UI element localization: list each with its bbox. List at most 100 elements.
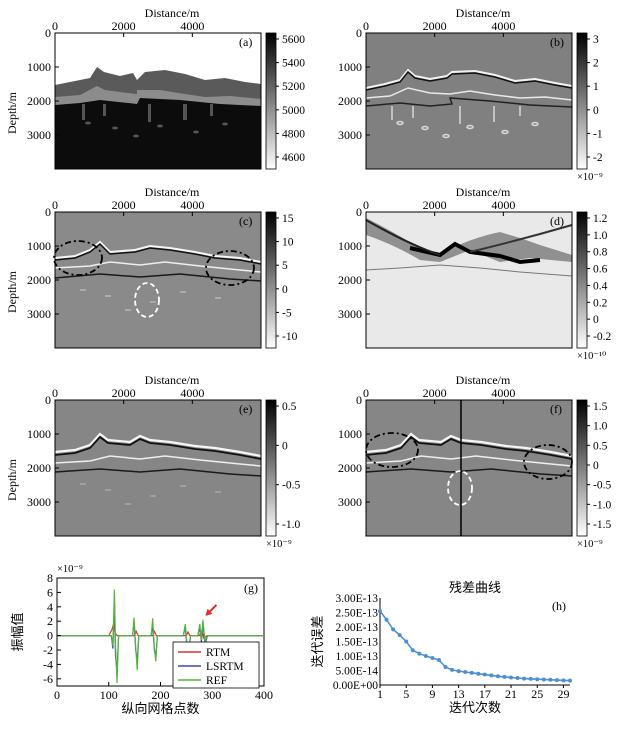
- chart-h-series-line: [379, 610, 571, 682]
- panel-a-cb-tick-label: 4800: [282, 128, 305, 140]
- panel-c-colorbar: [265, 211, 277, 349]
- panel-f-ytick-label: 2000: [338, 461, 362, 475]
- chart-g-ytick-label: 0: [47, 629, 53, 643]
- chart-h-point: [554, 678, 559, 683]
- panel-a-cb-tick-label: 5400: [282, 58, 305, 70]
- panel-a-colorbar: [265, 32, 277, 170]
- chart-h-point: [410, 648, 415, 653]
- chart-h-ytick-label: 5.00E-14: [336, 666, 379, 678]
- panel-d-ytick-label: 1000: [338, 239, 362, 253]
- panel-f-xtick-label: 4000: [491, 386, 515, 400]
- chart-g-ytick-label: -4: [43, 657, 53, 671]
- chart-h-ytick-label: 2.00E-13: [336, 622, 379, 634]
- chart-h-point: [476, 671, 481, 676]
- panel-e-ytick-label: 0: [45, 393, 51, 407]
- panel-c-xlabel: Distance/m: [145, 185, 200, 199]
- panel-c-label: (c): [239, 214, 252, 228]
- panel-e-cb-scale: ×10⁻⁹: [266, 539, 292, 550]
- panel-a-ylabel: Depth/m: [5, 91, 19, 134]
- panel-c-cb-tick-label: -5: [282, 307, 292, 319]
- chart-g-scale: ×10⁻⁹: [57, 564, 83, 575]
- panel-e-xtick-label: 0: [52, 386, 58, 400]
- panel-f-cb-tick-label: 1.5: [593, 401, 608, 413]
- panel-e-cb-tick-label: -0.5: [282, 480, 300, 492]
- panel-f-cb-tick-label: 1.0: [593, 421, 608, 433]
- chart-g-legend-label: LSRTM: [206, 661, 244, 673]
- panel-a-ytick-label: 0: [45, 26, 51, 40]
- chart-h-point: [482, 672, 487, 677]
- chart-h-xtick-label: 1: [377, 687, 383, 701]
- panel-d-xtick-label: 0: [363, 198, 369, 212]
- chart-g-xtick-label: 400: [255, 688, 273, 702]
- chart-g-legend-label: RTM: [206, 647, 230, 659]
- panel-f-colorbar: [576, 399, 588, 537]
- panel-e-xtick-label: 2000: [112, 386, 136, 400]
- panel-a-cb-tick-label: 5600: [282, 34, 305, 46]
- chart-h-point: [384, 617, 389, 622]
- panel-a-xlabel: Distance/m: [145, 6, 200, 20]
- chart-h-point: [469, 670, 474, 675]
- panel-a-xtick-label: 2000: [112, 19, 136, 33]
- chart-h-point: [456, 669, 461, 674]
- chart-h-xlabel: 迭代次数: [449, 700, 501, 715]
- chart-g-xtick-label: 0: [54, 688, 60, 702]
- chart-h: 残差曲线 3.00E-13 2.50E-13 2.00E-13 1.50E-13 1.00…: [310, 580, 572, 715]
- panel-e-ytick-label: 1000: [27, 427, 51, 441]
- chart-h-xtick-label: 9: [429, 687, 435, 701]
- panel-d-label: (d): [550, 214, 564, 228]
- chart-h-point: [443, 665, 448, 670]
- panel-d-colorbar: [576, 211, 588, 349]
- panel-e-xlabel: Distance/m: [145, 373, 200, 387]
- chart-g-legend-label: REF: [206, 675, 227, 687]
- panel-a-xtick-label: 0: [52, 19, 58, 33]
- panel-e: [54, 400, 262, 536]
- chart-h-xtick-label: 17: [479, 687, 491, 701]
- panel-d-cb-tick-label: 0.2: [593, 297, 608, 309]
- panel-e-cb-tick-label: -1.0: [282, 519, 300, 531]
- panel-b-ytick-label: 3000: [338, 128, 362, 142]
- chart-g-xtick-label: 200: [152, 688, 170, 702]
- chart-h-point: [528, 676, 533, 681]
- chart-h-ytick-label: 2.50E-13: [336, 608, 379, 620]
- panel-b-colorbar: [576, 32, 588, 170]
- panel-a-label: (a): [239, 35, 252, 49]
- chart-h-point: [378, 609, 382, 614]
- panel-b: [365, 33, 573, 169]
- chart-g-ylabel: 振幅值: [10, 612, 25, 651]
- chart-h-point: [489, 673, 494, 678]
- panel-d-xtick-label: 4000: [491, 198, 515, 212]
- panel-d-cb-tick-label: 0.8: [593, 247, 608, 259]
- panel-a: [55, 33, 261, 169]
- chart-h-point: [502, 674, 507, 679]
- chart-g-ytick-label: 6: [47, 585, 53, 599]
- panel-a-cb-tick-label: 5200: [282, 81, 305, 93]
- panel-e-ytick-label: 2000: [27, 461, 51, 475]
- chart-h-point: [430, 656, 435, 661]
- panel-c: [53, 212, 262, 348]
- panel-d-cb-tick-label: 0.4: [593, 280, 608, 292]
- chart-g-ytick-label: -6: [43, 672, 53, 686]
- chart-h-xtick-label: 29: [557, 687, 569, 701]
- panel-c-cb-tick-label: 10: [282, 237, 294, 249]
- panel-a-ytick-label: 2000: [27, 94, 51, 108]
- chart-h-point: [509, 675, 514, 680]
- panel-c-ytick-label: 0: [45, 205, 51, 219]
- panel-e-cb-tick-label: 0: [282, 440, 288, 452]
- chart-h-title: 残差曲线: [449, 580, 501, 595]
- panel-c-cb-tick-label: 15: [282, 213, 294, 225]
- panel-c-cb-tick-label: 0: [282, 284, 288, 296]
- chart-h-point: [391, 627, 396, 632]
- panel-b-xtick-label: 0: [363, 19, 369, 33]
- panel-f-xtick-label: 0: [363, 386, 369, 400]
- chart-h-point: [423, 654, 428, 658]
- panel-f-cb-tick-label: -1.5: [593, 519, 611, 531]
- chart-h-point: [404, 639, 409, 644]
- panel-c-ytick-label: 3000: [27, 307, 51, 321]
- chart-h-xtick-label: 5: [403, 687, 409, 701]
- panel-b-ytick-label: 2000: [338, 94, 362, 108]
- chart-g-arrow-head: [205, 608, 213, 616]
- panel-b-ytick-label: 0: [356, 26, 362, 40]
- panel-f-cb-scale: ×10⁻⁹: [577, 539, 603, 550]
- chart-h-point: [568, 678, 572, 683]
- chart-g-ytick-label: -2: [43, 643, 53, 657]
